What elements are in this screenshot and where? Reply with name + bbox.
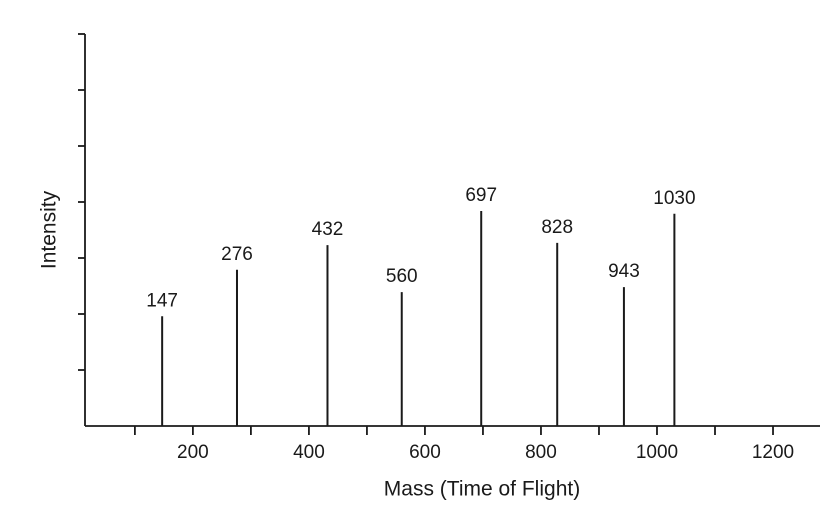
x-tick-label: 1000: [636, 442, 678, 463]
y-axis-label: Intensity: [38, 190, 61, 269]
peak-label: 560: [386, 266, 418, 287]
x-tick-label: 400: [293, 442, 325, 463]
peak-label: 276: [221, 244, 253, 265]
x-tick-label: 600: [409, 442, 441, 463]
x-tick-label: 800: [525, 442, 557, 463]
peak-label: 432: [312, 219, 344, 240]
peak-label: 147: [146, 290, 178, 311]
peak-label: 697: [465, 185, 497, 206]
x-tick-label: 200: [177, 442, 209, 463]
x-tick-label: 1200: [752, 442, 794, 463]
x-axis-label: Mass (Time of Flight): [384, 478, 580, 501]
peak-label: 943: [608, 261, 640, 282]
peak-label: 828: [541, 217, 573, 238]
peak-label: 1030: [653, 188, 695, 209]
